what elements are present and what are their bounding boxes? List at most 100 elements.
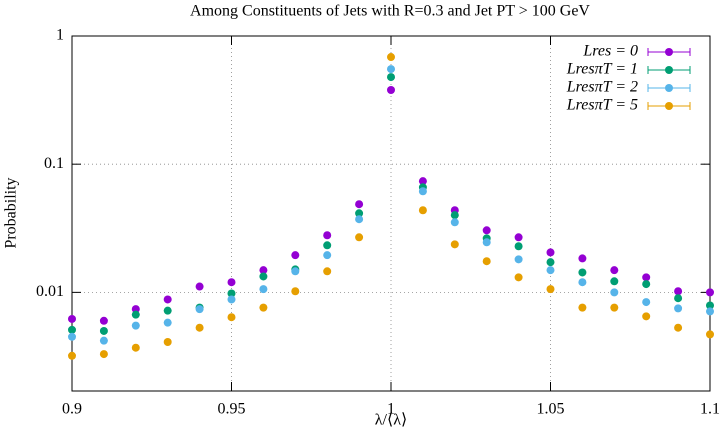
- point: [259, 272, 268, 281]
- point: [227, 289, 236, 298]
- point: [227, 295, 236, 304]
- point: [131, 310, 140, 319]
- point: [546, 266, 555, 275]
- point: [546, 248, 555, 257]
- point: [163, 306, 172, 315]
- point: [578, 254, 587, 263]
- point: [99, 350, 108, 359]
- point: [68, 351, 76, 360]
- point: [514, 255, 523, 264]
- point: [163, 295, 172, 304]
- point: [674, 294, 683, 303]
- point: [482, 238, 491, 247]
- point: [706, 307, 714, 316]
- point: [387, 65, 395, 74]
- point: [610, 303, 619, 312]
- point: [482, 257, 491, 266]
- point: [355, 209, 364, 218]
- point: [355, 233, 364, 242]
- point: [642, 280, 651, 289]
- point: [387, 86, 395, 95]
- point: [706, 288, 714, 297]
- y-tick-label: 0.1: [44, 155, 64, 172]
- point: [99, 326, 108, 335]
- point: [259, 266, 268, 275]
- point: [99, 316, 108, 325]
- point: [131, 305, 140, 314]
- x-tick-label: 0.95: [218, 401, 246, 418]
- legend-marker: [665, 48, 673, 56]
- point: [291, 251, 300, 260]
- x-tick-label: 0.9: [62, 401, 82, 418]
- point: [418, 206, 427, 215]
- point: [68, 314, 76, 323]
- point: [578, 278, 587, 287]
- legend-label: LresπT = 1: [566, 61, 638, 78]
- point: [227, 313, 236, 322]
- point: [195, 282, 204, 291]
- point: [323, 267, 332, 276]
- point: [99, 336, 108, 345]
- point: [387, 53, 395, 62]
- point: [482, 226, 491, 235]
- point: [674, 323, 683, 332]
- plot-frame: [71, 35, 711, 392]
- point: [68, 325, 76, 334]
- point: [578, 268, 587, 277]
- point: [642, 312, 651, 321]
- legend-marker: [665, 66, 673, 74]
- x-tick-label: 1: [387, 401, 395, 418]
- point: [418, 177, 427, 186]
- point: [642, 273, 651, 282]
- x-axis-label: λ/⟨λ⟩: [375, 412, 407, 429]
- point: [546, 285, 555, 294]
- point: [610, 288, 619, 297]
- legend-label: LresπT = 2: [566, 79, 638, 96]
- point: [418, 187, 427, 196]
- point: [642, 298, 651, 307]
- x-tick-label: 1.05: [537, 401, 565, 418]
- point: [131, 343, 140, 352]
- point: [610, 266, 619, 275]
- point: [131, 321, 140, 330]
- point: [514, 273, 523, 282]
- point: [323, 251, 332, 260]
- point: [163, 337, 172, 346]
- point: [706, 330, 714, 339]
- point: [674, 287, 683, 296]
- legend-label: Lres = 0: [582, 43, 638, 60]
- point: [450, 218, 459, 227]
- point: [355, 215, 364, 224]
- point: [578, 303, 587, 312]
- point: [291, 267, 300, 276]
- point: [163, 318, 172, 327]
- point: [259, 303, 268, 312]
- legend-marker: [665, 84, 673, 92]
- y-tick-label: 1: [56, 27, 64, 44]
- point: [195, 323, 204, 332]
- legend-marker: [665, 102, 673, 110]
- point: [610, 277, 619, 286]
- point: [706, 301, 714, 310]
- chart-title: Among Constituents of Jets with R=0.3 an…: [190, 3, 590, 20]
- point: [546, 258, 555, 267]
- legend-label: LresπT = 5: [566, 97, 638, 114]
- point: [450, 211, 459, 220]
- point: [323, 231, 332, 240]
- point: [450, 240, 459, 249]
- y-axis-label: Probability: [3, 177, 20, 248]
- point: [387, 73, 395, 82]
- point: [355, 200, 364, 209]
- point: [259, 285, 268, 294]
- point: [68, 332, 76, 341]
- point: [291, 287, 300, 296]
- point: [514, 242, 523, 251]
- point: [323, 241, 332, 250]
- y-tick-label: 0.01: [36, 283, 64, 300]
- point: [674, 304, 683, 313]
- point: [195, 305, 204, 314]
- point: [514, 233, 523, 242]
- point: [227, 278, 236, 287]
